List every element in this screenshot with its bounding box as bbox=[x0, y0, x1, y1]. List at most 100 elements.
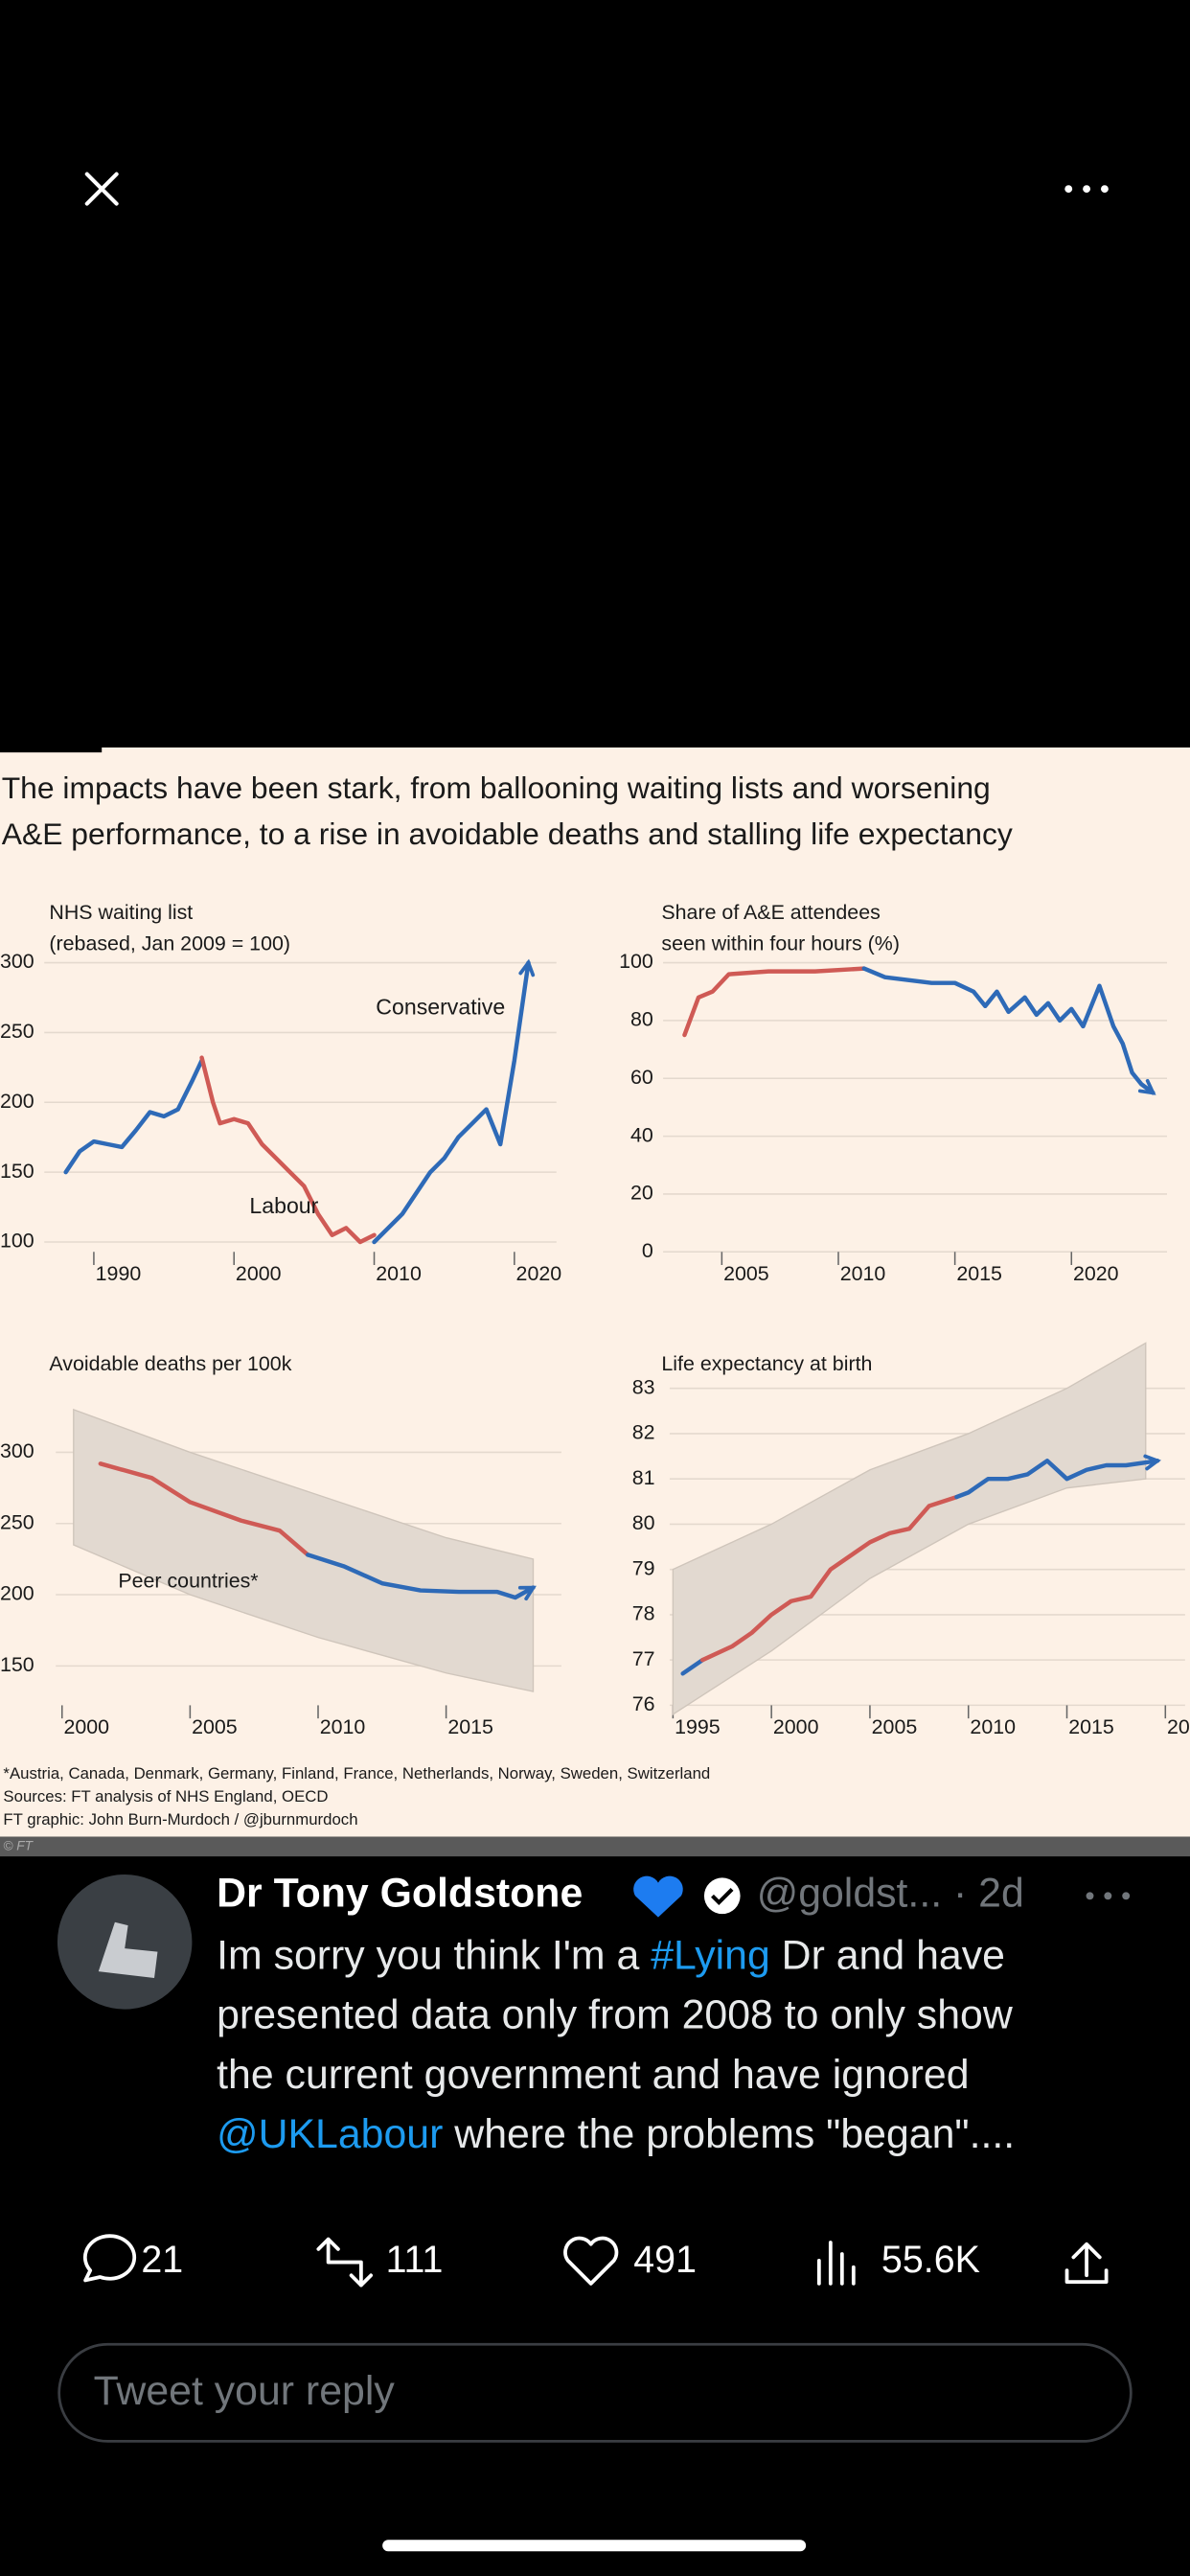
tweet-text: Im sorry you think I'm a bbox=[217, 1933, 651, 1979]
tweet-text: the current government and have ignored bbox=[217, 2052, 969, 2098]
y-tick-label: 81 bbox=[632, 1466, 655, 1489]
y-tick-label: 40 bbox=[630, 1123, 653, 1146]
reply-box[interactable] bbox=[57, 2342, 1133, 2443]
x-tick-label: 2010 bbox=[970, 1715, 1016, 1738]
series-line bbox=[63, 1058, 204, 1175]
series-line bbox=[199, 1055, 377, 1245]
tweet-line: presented data only from 2008 to only sh… bbox=[217, 1992, 1014, 2038]
x-tick-label: 1990 bbox=[96, 1262, 142, 1285]
tweet-line: @UKLabour where the problems "began".... bbox=[217, 2111, 1015, 2157]
tweet-body: Im sorry you think I'm a #Lying Dr and h… bbox=[217, 1933, 1015, 2158]
series-line bbox=[680, 1657, 705, 1676]
y-tick-label: 80 bbox=[632, 1511, 655, 1534]
tweet-link[interactable]: #Lying bbox=[651, 1933, 770, 1979]
series-line bbox=[98, 1461, 310, 1557]
x-tick-label: 2000 bbox=[236, 1262, 282, 1285]
footnote: FT graphic: John Burn-Murdoch / @jburnmu… bbox=[3, 1810, 357, 1828]
y-tick-label: 78 bbox=[632, 1602, 655, 1625]
x-tick-label: 2015 bbox=[956, 1262, 1002, 1285]
arrowhead bbox=[518, 958, 536, 978]
tweet-line: Im sorry you think I'm a #Lying Dr and h… bbox=[217, 1933, 1005, 1979]
views-icon[interactable] bbox=[816, 2241, 856, 2286]
heart-emoji bbox=[633, 1875, 683, 1918]
y-tick-label: 300 bbox=[0, 1439, 34, 1462]
series-line bbox=[372, 960, 531, 1245]
arrowhead bbox=[517, 1585, 537, 1601]
image-strip bbox=[0, 1836, 1190, 1857]
y-tick-label: 79 bbox=[632, 1556, 655, 1579]
y-tick-label: 82 bbox=[632, 1421, 655, 1444]
x-tick-label: 2020 bbox=[1073, 1262, 1119, 1285]
x-tick-label: 2005 bbox=[872, 1715, 918, 1738]
y-tick-label: 100 bbox=[619, 950, 653, 973]
tweet-line: the current government and have ignored bbox=[217, 2052, 969, 2098]
verified-badge bbox=[703, 1877, 741, 1915]
x-tick-label: 1995 bbox=[675, 1715, 721, 1738]
figure: The impacts have been stark, from balloo… bbox=[0, 770, 1190, 1828]
annotation: Labour bbox=[249, 1193, 318, 1218]
series-line bbox=[861, 966, 1156, 1095]
share-icon[interactable] bbox=[1064, 2242, 1109, 2285]
x-tick-label: 2005 bbox=[192, 1715, 238, 1738]
y-tick-label: 20 bbox=[630, 1182, 653, 1205]
y-tick-label: 200 bbox=[0, 1090, 34, 1113]
retweet-icon[interactable] bbox=[316, 2237, 374, 2288]
reply-icon[interactable] bbox=[82, 2234, 137, 2283]
chart-title: Share of A&E attendees bbox=[661, 901, 880, 924]
chart-title: NHS waiting list bbox=[49, 901, 193, 924]
y-tick-label: 100 bbox=[0, 1230, 34, 1253]
footnote: Sources: FT analysis of NHS England, OEC… bbox=[3, 1787, 328, 1806]
x-tick-label: 2015 bbox=[447, 1715, 493, 1738]
x-tick-label: 2010 bbox=[320, 1715, 366, 1738]
x-tick-label: 2020 bbox=[516, 1262, 562, 1285]
view-count: 55.6K bbox=[881, 2239, 980, 2281]
chart-title: Avoidable deaths per 100k bbox=[49, 1352, 291, 1375]
author-name[interactable]: Dr Tony Goldstone bbox=[217, 1871, 583, 1917]
image-rule bbox=[0, 748, 103, 753]
headline: A&E performance, to a rise in avoidable … bbox=[2, 816, 1013, 851]
series-line bbox=[699, 1494, 959, 1663]
y-tick-label: 76 bbox=[632, 1692, 655, 1715]
y-tick-label: 250 bbox=[0, 1020, 34, 1043]
y-tick-label: 0 bbox=[642, 1239, 653, 1262]
series-line bbox=[306, 1552, 536, 1600]
reply-count: 21 bbox=[141, 2239, 183, 2281]
like-count: 491 bbox=[633, 2239, 697, 2281]
tweet-link[interactable]: @UKLabour bbox=[217, 2111, 443, 2157]
y-tick-label: 83 bbox=[632, 1375, 655, 1398]
x-tick-label: 2020 bbox=[1167, 1715, 1190, 1738]
y-tick-label: 300 bbox=[0, 950, 34, 973]
y-tick-label: 77 bbox=[632, 1647, 655, 1670]
series-line bbox=[682, 966, 866, 1038]
y-tick-label: 250 bbox=[0, 1510, 34, 1533]
reply-placeholder: Tweet your reply bbox=[94, 2368, 396, 2414]
home-indicator bbox=[382, 2540, 807, 2552]
x-tick-label: 2000 bbox=[773, 1715, 819, 1738]
credit: © FT bbox=[3, 1838, 34, 1852]
y-tick-label: 200 bbox=[0, 1582, 34, 1605]
tweet-text: Dr and have bbox=[770, 1933, 1005, 1979]
close-button[interactable] bbox=[84, 172, 119, 206]
more-button[interactable] bbox=[1064, 185, 1109, 194]
tweet-menu[interactable] bbox=[1086, 1892, 1131, 1900]
like-icon[interactable] bbox=[563, 2236, 619, 2286]
x-tick-label: 2010 bbox=[376, 1262, 422, 1285]
annotation: Conservative bbox=[376, 995, 505, 1020]
series-line bbox=[954, 1459, 1160, 1500]
headline: The impacts have been stark, from balloo… bbox=[2, 770, 991, 805]
x-tick-label: 2010 bbox=[840, 1262, 886, 1285]
arrowhead bbox=[1143, 1454, 1161, 1471]
x-tick-label: 2015 bbox=[1068, 1715, 1114, 1738]
x-tick-label: 2005 bbox=[723, 1262, 769, 1285]
y-tick-label: 150 bbox=[0, 1160, 34, 1183]
tweet-text: where the problems "began".... bbox=[443, 2111, 1015, 2157]
y-tick-label: 150 bbox=[0, 1653, 34, 1676]
arrowhead bbox=[1137, 1078, 1156, 1095]
chart-subtitle: (rebased, Jan 2009 = 100) bbox=[49, 932, 290, 954]
annotation: Peer countries* bbox=[118, 1570, 258, 1593]
x-tick-label: 2000 bbox=[63, 1715, 109, 1738]
tweet-text: presented data only from 2008 to only sh… bbox=[217, 1992, 1014, 2038]
footnote: *Austria, Canada, Denmark, Germany, Finl… bbox=[3, 1764, 710, 1782]
image-area[interactable] bbox=[0, 748, 1190, 1837]
chart-title: Life expectancy at birth bbox=[661, 1352, 872, 1375]
